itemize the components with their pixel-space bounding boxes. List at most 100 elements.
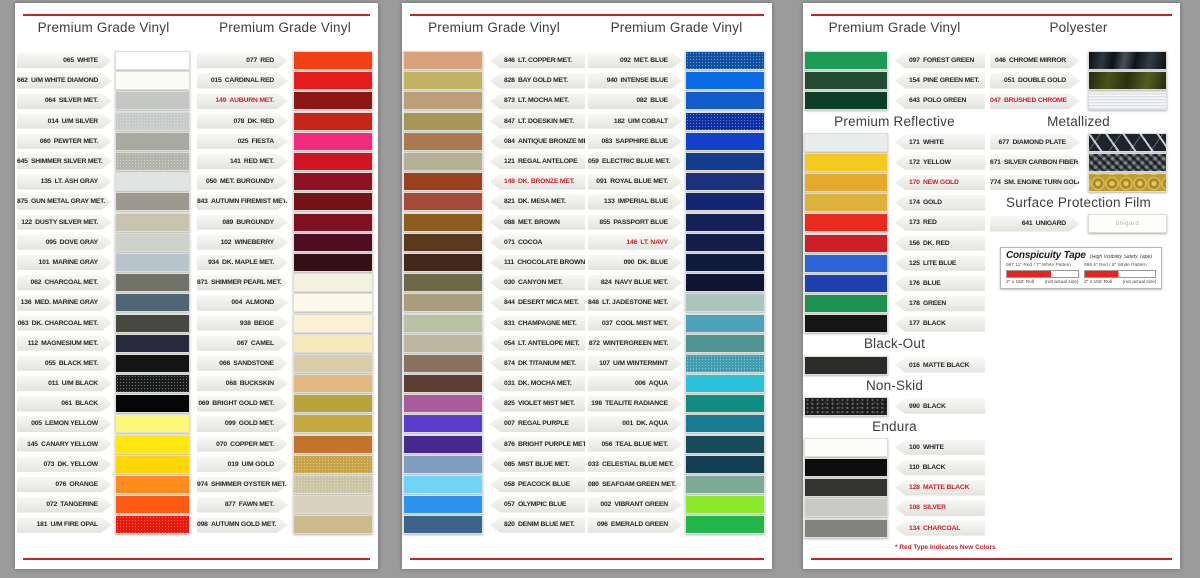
color-swatch <box>1088 173 1167 193</box>
color-swatch <box>115 515 190 535</box>
color-label: 088 MET. BROWN <box>490 214 585 230</box>
color-row: 846 LT. COPPER MET. <box>403 51 585 71</box>
color-label: 141 RED MET. <box>197 154 288 169</box>
color-swatch <box>293 91 373 111</box>
conspicuity-variant: 987 11" Red / 7" White Pattern 2" x 150'… <box>1006 262 1079 286</box>
color-swatch <box>403 51 483 71</box>
color-row: 171 WHITE <box>804 132 985 152</box>
color-label: 873 LT. MOCHA MET. <box>490 93 585 109</box>
color-swatch <box>403 515 483 535</box>
size-note: (not actual size) <box>1122 280 1156 285</box>
color-row: 876 BRIGHT PURPLE MET. <box>403 434 585 454</box>
color-row: 872 WINTERGREEN MET. <box>588 333 765 353</box>
color-swatch <box>115 293 190 313</box>
color-swatch <box>685 131 765 151</box>
color-swatch <box>403 394 483 414</box>
color-swatch <box>403 91 483 111</box>
color-row: 005 LEMON YELLOW <box>17 414 190 434</box>
color-label: 065 WHITE <box>17 53 112 68</box>
color-label: 876 BRIGHT PURPLE MET. <box>490 436 585 452</box>
color-label: 148 DK. BRONZE MET. <box>490 174 585 190</box>
color-swatch <box>293 172 373 192</box>
color-swatch <box>115 111 190 131</box>
color-label: 098 AUTUMN GOLD MET. <box>197 517 288 532</box>
color-swatch <box>804 193 888 213</box>
color-row: 182 U/M COBALT <box>588 111 765 131</box>
section-header: Black-Out <box>863 336 926 352</box>
color-label: 073 DK. YELLOW <box>17 457 112 472</box>
color-swatch <box>403 414 483 434</box>
color-row: 181 U/M FIRE OPAL <box>17 515 190 535</box>
color-label: 101 MARINE GRAY <box>17 255 112 270</box>
color-row: 030 CANYON MET. <box>403 273 585 293</box>
color-swatch <box>804 152 888 172</box>
section-header: Polyester <box>1049 20 1108 35</box>
color-swatch <box>115 51 190 71</box>
color-label: 154 PINE GREEN MET. <box>895 73 985 89</box>
color-row: 176 BLUE <box>804 273 985 293</box>
color-row: 077 RED <box>197 51 373 71</box>
color-label: 057 OLYMPIC BLUE <box>490 497 585 513</box>
color-row: 025 FIESTA <box>197 131 373 151</box>
color-row: 871 SHIMMER PEARL MET. <box>197 273 373 293</box>
color-swatch <box>685 252 765 272</box>
color-label: 002 VIBRANT GREEN <box>588 497 682 512</box>
color-swatch <box>1088 132 1167 152</box>
color-label: 050 MET. BURGUNDY <box>197 174 288 189</box>
color-label: 095 DOVE GRAY <box>17 235 112 250</box>
section: Premium Grade Vinyl 092 MET. BLUE 940 INTE… <box>588 20 765 535</box>
color-row: 062 CHARCOAL MET. <box>17 273 190 293</box>
color-swatch <box>293 414 373 434</box>
color-label: 059 ELECTRIC BLUE MET. <box>588 154 682 169</box>
color-label: 872 WINTERGREEN MET. <box>588 336 682 351</box>
section: Black-Out 016 MATTE BLACK <box>804 336 985 375</box>
color-swatch <box>685 91 765 111</box>
color-row: 064 SILVER MET. <box>17 91 190 111</box>
color-row: 128 MATTE BLACK <box>804 478 985 498</box>
color-swatch <box>403 172 483 192</box>
color-label: 940 INTENSE BLUE <box>588 73 682 88</box>
red-type-footnote: * Red Type Indicates New Colors <box>895 544 996 551</box>
color-label: 133 IMPERIAL BLUE <box>588 194 682 209</box>
color-swatch <box>115 374 190 394</box>
color-swatch <box>293 313 373 333</box>
color-label: 643 POLO GREEN <box>895 93 985 109</box>
color-swatch <box>293 495 373 515</box>
color-swatch <box>685 434 765 454</box>
section-header: Premium Grade Vinyl <box>610 20 743 35</box>
color-row: 059 ELECTRIC BLUE MET. <box>588 152 765 172</box>
color-row: 875 GUN METAL GRAY MET. <box>17 192 190 212</box>
vinyl-chart-page-1: Premium Grade Vinyl 065 WHITE 662 U/M WHIT… <box>15 3 378 569</box>
color-swatch <box>403 313 483 333</box>
color-label: 149 AUBURN MET. <box>197 93 288 108</box>
section: Non-Skid 990 BLACK <box>804 378 985 416</box>
color-swatch <box>403 252 483 272</box>
color-swatch <box>403 333 483 353</box>
color-label: 056 TEAL BLUE MET. <box>588 437 682 452</box>
vinyl-chart-page-3: Premium Grade Vinyl 097 FOREST GREEN 154 P… <box>803 3 1180 569</box>
color-row: 054 LT. ANTELOPE MET. <box>403 333 585 353</box>
color-swatch <box>115 475 190 495</box>
color-label: 874 DK TITANIUM MET. <box>490 355 585 371</box>
color-label: 055 BLACK MET. <box>17 356 112 371</box>
color-swatch <box>804 173 888 193</box>
color-label: 100 WHITE <box>895 439 985 455</box>
color-row: 051 DOUBLE GOLD <box>990 71 1167 91</box>
color-row: 006 AQUA <box>588 374 765 394</box>
color-row: 033 CELESTIAL BLUE MET. <box>588 454 765 474</box>
color-label: 092 MET. BLUE <box>588 53 682 68</box>
color-row: 099 GOLD MET. <box>197 414 373 434</box>
color-row: 019 U/M GOLD <box>197 454 373 474</box>
top-rule <box>811 14 1172 16</box>
color-row: 877 FAWN MET. <box>197 495 373 515</box>
color-swatch <box>115 192 190 212</box>
color-label: 820 DENIM BLUE MET. <box>490 517 585 533</box>
color-row: 068 BUCKSKIN <box>197 374 373 394</box>
color-label: 177 BLACK <box>895 316 985 332</box>
color-label: 135 LT. ASH GRAY <box>17 174 112 189</box>
color-row: 095 DOVE GRAY <box>17 232 190 252</box>
color-swatch <box>804 314 888 334</box>
color-row: 072 TANGERINE <box>17 495 190 515</box>
color-row: 076 ORANGE <box>17 475 190 495</box>
color-swatch <box>293 333 373 353</box>
